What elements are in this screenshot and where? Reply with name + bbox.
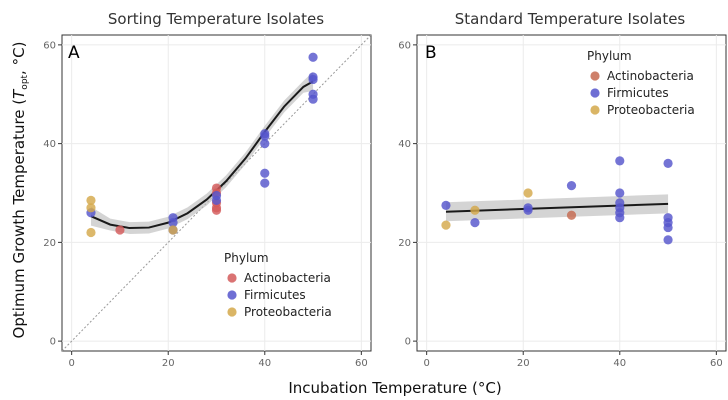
- panel-a-points: [86, 52, 318, 238]
- panel-b-point-firmicutes-4: [566, 180, 577, 191]
- panel-b-xtick-label-20: 20: [517, 358, 530, 369]
- panel-b-xtick-label-60: 60: [710, 358, 723, 369]
- panel-b-legend-swatch-proteobacteria: [590, 105, 600, 115]
- panel-a-point-firmicutes-13: [308, 74, 318, 85]
- panel-a-point-firmicutes-5: [211, 195, 222, 206]
- panel-a-point-actinobacteria-0: [115, 225, 125, 235]
- panel-b-point-firmicutes-1: [470, 218, 480, 228]
- panel-b-frame: [416, 34, 727, 352]
- panel-a-ytick-label-60: 60: [43, 40, 56, 51]
- panel-b-grid: [417, 35, 726, 351]
- panel-a-legend-swatch-firmicutes: [227, 290, 237, 300]
- panel-a-legend-swatch-actinobacteria: [227, 273, 237, 283]
- panel-b-xtick-label-0: 0: [423, 358, 429, 369]
- panel-a-xtick-label-40: 40: [258, 358, 271, 369]
- panel-b-ytick-label-40: 40: [398, 139, 411, 150]
- panel-a-point-actinobacteria-5: [211, 205, 222, 215]
- panel-a-legend-item-proteobacteria: Proteobacteria: [244, 305, 332, 319]
- panel-b-legend-title: Phylum: [587, 49, 632, 63]
- panel-b-point-proteobacteria-0: [441, 220, 451, 230]
- panel-b-point-firmicutes-3: [523, 203, 533, 213]
- panel-a-xtick-label-60: 60: [355, 358, 368, 369]
- panel-a-point-proteobacteria-2: [86, 227, 96, 238]
- panel-a-fit-line: [90, 80, 314, 230]
- panel-a-point-proteobacteria-3: [168, 225, 178, 235]
- panel-b-legend: Phylum Actinobacteria Firmicutes Proteobact…: [587, 49, 695, 117]
- panel-b-legend-swatch-actinobacteria: [590, 71, 600, 81]
- panel-b-point-actinobacteria-0: [566, 210, 577, 220]
- panel-a-title: Sorting Temperature Isolates: [108, 10, 324, 28]
- panel-a-point-firmicutes-8: [260, 139, 270, 149]
- panel-b-legend-item-actinobacteria: Actinobacteria: [607, 69, 694, 83]
- panel-a-point-firmicutes-9: [260, 168, 270, 178]
- panel-b-ytick-label-20: 20: [398, 238, 411, 249]
- panel-b-ytick-label-60: 60: [398, 40, 411, 51]
- panel-a-legend-item-actinobacteria: Actinobacteria: [244, 271, 331, 285]
- panel-a-label: A: [68, 43, 80, 63]
- panel-b-point-firmicutes-5: [615, 156, 625, 166]
- panel-a-xtick-label-20: 20: [162, 358, 175, 369]
- panel-a-point-firmicutes-15: [308, 94, 318, 104]
- panel-b-legend-item-firmicutes: Firmicutes: [607, 86, 669, 100]
- panel-b: Standard Temperature Isolates 0 20 40 60 0 20…: [398, 10, 727, 369]
- panel-a-legend-swatch-proteobacteria: [227, 307, 237, 317]
- panel-a-legend: Phylum Actinobacteria Firmicutes Proteobact…: [224, 251, 332, 319]
- panel-a-ytick-label-40: 40: [43, 139, 56, 150]
- panel-b-fit-line: [445, 202, 669, 213]
- panel-b-ytick-label-0: 0: [405, 337, 411, 348]
- panel-b-points: [441, 156, 673, 245]
- x-axis-label: Incubation Temperature (°C): [288, 379, 501, 397]
- panel-b-label: B: [425, 43, 437, 63]
- panel-a-point-firmicutes-2: [168, 218, 178, 228]
- panel-a-ytick-label-20: 20: [43, 238, 56, 249]
- panel-b-point-firmicutes-14: [663, 222, 673, 233]
- panel-b-point-firmicutes-0: [441, 200, 451, 210]
- panel-a-point-firmicutes-11: [308, 52, 318, 62]
- panel-a-point-proteobacteria-1: [86, 203, 96, 213]
- y-axis-label: Optimum Growth Temperature (Topt, °C): [10, 42, 30, 339]
- panel-a-point-firmicutes-10: [260, 178, 270, 188]
- panel-b-point-firmicutes-6: [615, 188, 625, 198]
- panel-a-point-firmicutes-7: [260, 131, 270, 141]
- panel-a-legend-item-firmicutes: Firmicutes: [244, 288, 306, 302]
- panel-a-ticks: 0 20 40 60 0 20 40 60: [43, 40, 367, 369]
- panel-b-legend-swatch-firmicutes: [590, 88, 600, 98]
- panel-b-point-firmicutes-10: [615, 213, 625, 223]
- panel-a-fit-band: [90, 71, 314, 234]
- panel-b-fit: [445, 194, 669, 222]
- panel-b-ticks: 0 20 40 60 0 20 40 60: [398, 40, 722, 369]
- panel-b-legend-item-proteobacteria: Proteobacteria: [607, 103, 695, 117]
- panel-a-grid: [62, 35, 371, 351]
- panel-b-title: Standard Temperature Isolates: [455, 10, 686, 28]
- panel-b-point-proteobacteria-2: [523, 188, 533, 198]
- panel-a-legend-title: Phylum: [224, 251, 269, 265]
- panel-a-ytick-label-0: 0: [50, 337, 56, 348]
- panel-a: Sorting Temperature Isolates 0 20 40 60 0 20 4…: [43, 10, 372, 369]
- panel-a-xtick-label-0: 0: [68, 358, 74, 369]
- panel-b-point-proteobacteria-1: [470, 205, 480, 215]
- panel-a-point-proteobacteria-0: [86, 195, 96, 206]
- panel-b-point-firmicutes-11: [663, 158, 673, 168]
- panel-b-point-firmicutes-15: [663, 235, 673, 245]
- panel-b-xtick-label-40: 40: [613, 358, 626, 369]
